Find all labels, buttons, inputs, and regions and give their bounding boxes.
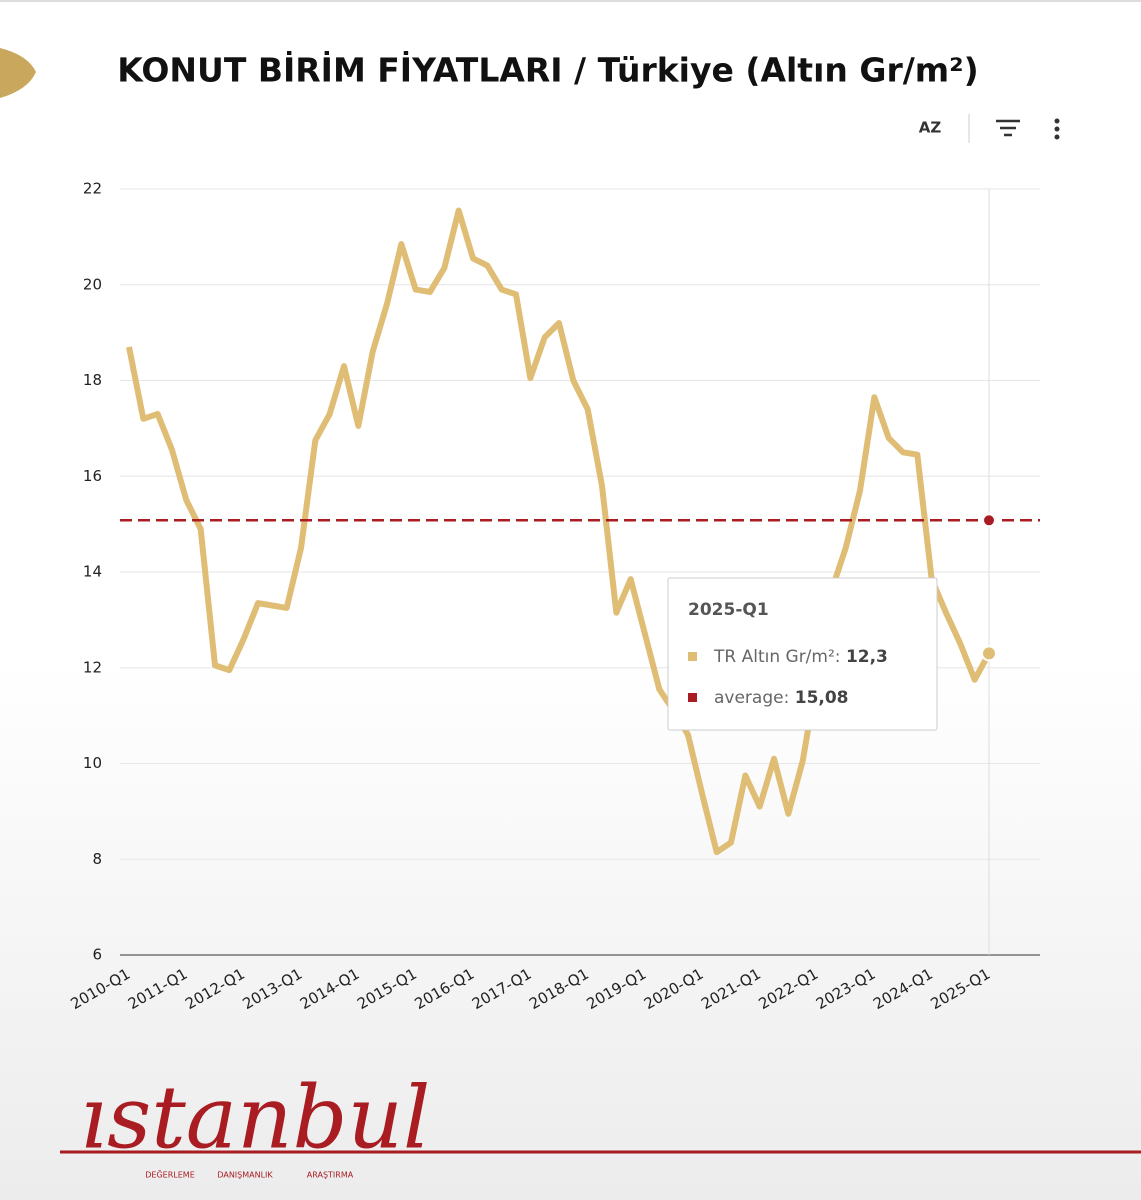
tooltip-box: [667, 577, 938, 731]
data-line: [126, 207, 992, 856]
y-tick-label: 20: [83, 275, 102, 293]
hover-point: [982, 513, 996, 528]
logo-tagline: ARAŞTIRMA: [307, 1171, 354, 1180]
filter-button[interactable]: [996, 119, 1020, 137]
legend-swatch: [688, 652, 697, 661]
tooltip-value: 12,3: [846, 647, 888, 667]
y-tick-label: 6: [92, 946, 102, 964]
logo: ıstanbul DEĞERLEME DANIŞMANLIK ARAŞTIRMA: [60, 1069, 1141, 1180]
tooltip-row: TR Altın Gr/m²: 12,3: [713, 647, 888, 667]
hover-point: [981, 645, 997, 662]
y-tick-label: 22: [83, 180, 102, 198]
tooltip: 2025-Q1 TR Altın Gr/m²: 12,3 average: 15,0…: [667, 577, 938, 731]
y-tick-label: 18: [83, 371, 102, 389]
chart-title: KONUT BİRİM FİYATLARI / Türkiye (Altın G…: [117, 50, 978, 90]
tooltip-title: 2025-Q1: [688, 600, 769, 620]
y-tick-label: 12: [83, 658, 102, 676]
logo-tagline: DEĞERLEME: [145, 1169, 195, 1180]
sort-button[interactable]: AZ: [919, 119, 942, 137]
y-tick-label: 14: [83, 563, 102, 581]
legend-swatch: [688, 693, 697, 702]
y-tick-label: 10: [83, 754, 102, 772]
tooltip-row: average: 15,08: [714, 688, 849, 708]
separator: :: [784, 688, 795, 708]
y-tick-label: 16: [83, 467, 102, 485]
legend-label: TR Altın Gr/m²: [713, 647, 835, 667]
crescent-icon: [0, 48, 36, 98]
logo-tagline: DANIŞMANLIK: [217, 1171, 273, 1180]
y-tick-label: 8: [92, 850, 102, 868]
tooltip-value: 15,08: [795, 688, 849, 708]
legend-label: average: [714, 688, 784, 708]
menu-button[interactable]: [1054, 118, 1060, 140]
separator: :: [835, 647, 846, 667]
